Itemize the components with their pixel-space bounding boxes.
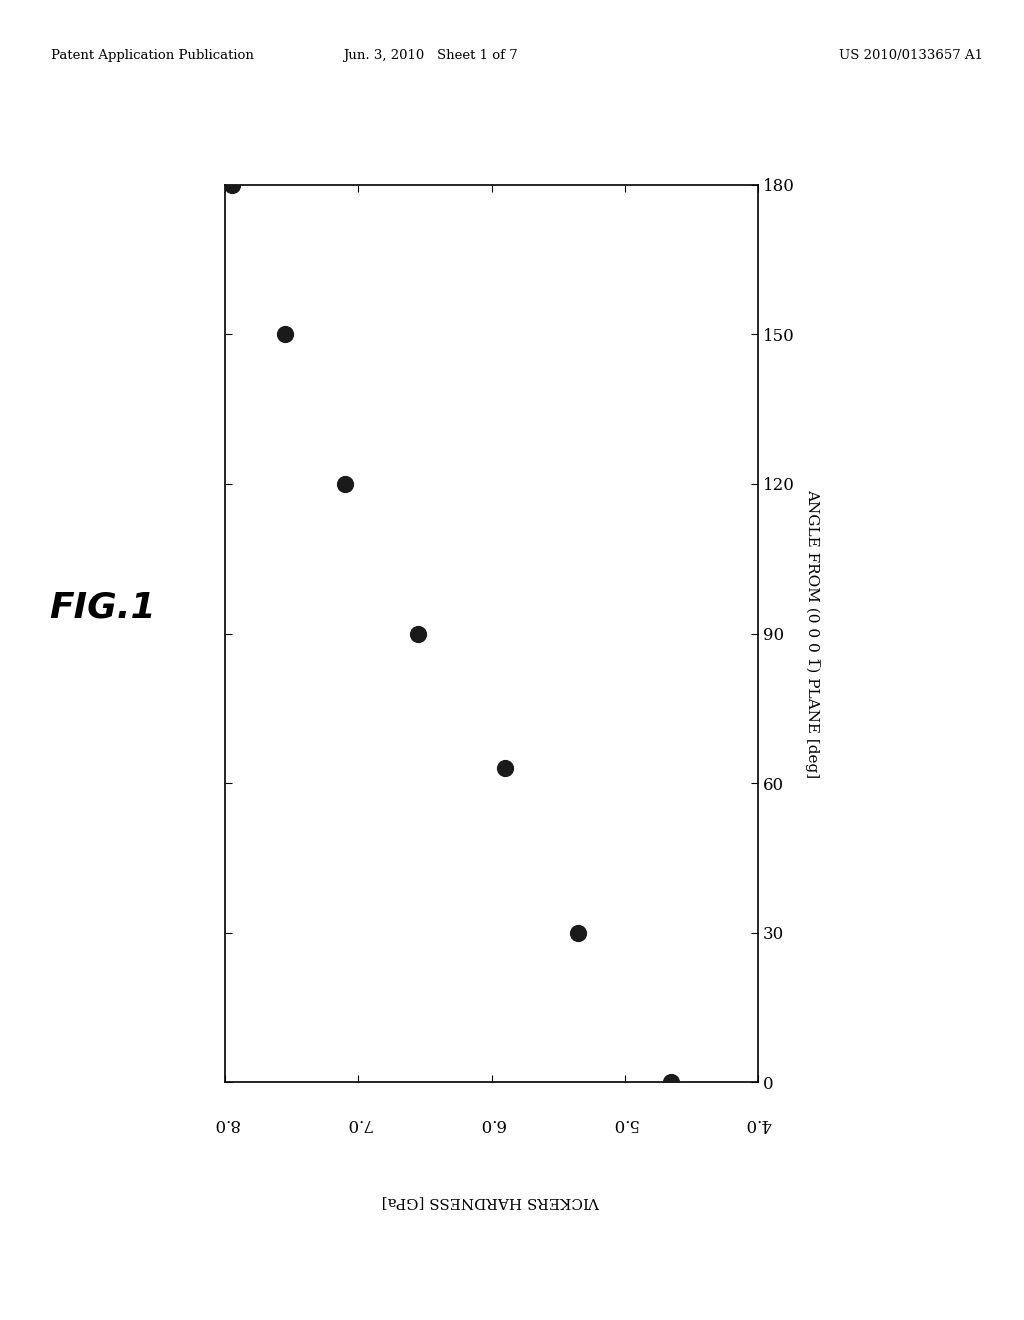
Y-axis label: ANGLE FROM (0 0 0 1̅) PLANE [deg]: ANGLE FROM (0 0 0 1̅) PLANE [deg] bbox=[805, 488, 819, 779]
Point bbox=[337, 474, 353, 495]
Text: 6.0: 6.0 bbox=[478, 1115, 505, 1133]
Text: 7.0: 7.0 bbox=[345, 1115, 372, 1133]
Text: Jun. 3, 2010   Sheet 1 of 7: Jun. 3, 2010 Sheet 1 of 7 bbox=[343, 49, 517, 62]
Text: 8.0: 8.0 bbox=[212, 1115, 239, 1133]
Point bbox=[569, 923, 586, 944]
Point bbox=[664, 1072, 680, 1093]
Text: VICKERS HARDNESS [GPa]: VICKERS HARDNESS [GPa] bbox=[382, 1195, 601, 1209]
Point bbox=[223, 174, 240, 195]
Text: 4.0: 4.0 bbox=[744, 1115, 771, 1133]
Text: Patent Application Publication: Patent Application Publication bbox=[51, 49, 254, 62]
Point bbox=[410, 623, 426, 644]
Point bbox=[497, 758, 513, 779]
Text: FIG.1: FIG.1 bbox=[49, 590, 156, 624]
Text: US 2010/0133657 A1: US 2010/0133657 A1 bbox=[839, 49, 983, 62]
Text: 5.0: 5.0 bbox=[611, 1115, 638, 1133]
Point bbox=[276, 323, 293, 345]
